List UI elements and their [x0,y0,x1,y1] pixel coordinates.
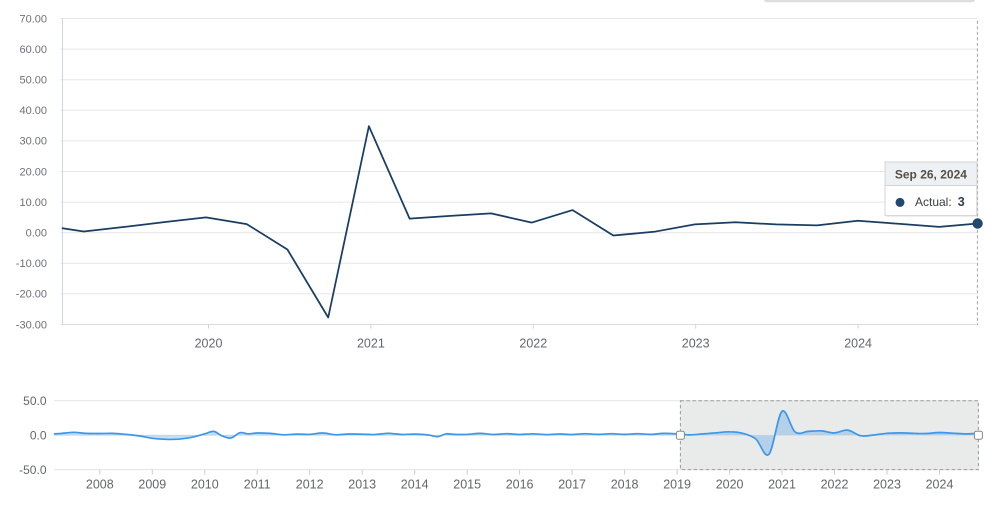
svg-text:2020: 2020 [716,478,744,492]
svg-text:2012: 2012 [296,478,324,492]
svg-text:2010: 2010 [191,478,219,492]
svg-text:2016: 2016 [506,478,534,492]
svg-text:-20.00: -20.00 [16,289,47,301]
svg-text:40.00: 40.00 [19,105,47,117]
svg-text:60.00: 60.00 [19,44,47,56]
svg-text:2019: 2019 [663,478,691,492]
svg-text:2021: 2021 [768,478,796,492]
svg-text:2020: 2020 [195,337,223,351]
svg-text:2018: 2018 [611,478,639,492]
svg-text:50.0: 50.0 [23,394,47,408]
svg-text:3: 3 [958,195,965,209]
svg-text:2009: 2009 [138,478,166,492]
svg-text:Actual:: Actual: [915,195,952,209]
svg-text:2015: 2015 [453,478,481,492]
svg-text:2021: 2021 [357,337,385,351]
svg-text:0.0: 0.0 [30,428,47,442]
svg-text:2023: 2023 [873,478,901,492]
svg-text:-10.00: -10.00 [16,258,47,270]
svg-text:2008: 2008 [86,478,114,492]
svg-text:70.00: 70.00 [19,13,47,25]
svg-text:50.00: 50.00 [19,75,47,87]
svg-text:2024: 2024 [926,478,954,492]
svg-text:30.00: 30.00 [19,136,47,148]
svg-text:2023: 2023 [682,337,710,351]
svg-text:0.00: 0.00 [26,228,47,240]
svg-text:2024: 2024 [844,337,872,351]
svg-text:2017: 2017 [558,478,586,492]
svg-text:2022: 2022 [821,478,849,492]
svg-text:-50.0: -50.0 [19,463,47,477]
svg-text:2011: 2011 [244,478,271,492]
svg-text:2014: 2014 [401,478,429,492]
svg-text:Sep 26, 2024: Sep 26, 2024 [895,168,967,182]
svg-text:2022: 2022 [519,337,547,351]
svg-text:10.00: 10.00 [19,197,47,209]
svg-text:-30.00: -30.00 [16,319,47,331]
svg-text:2013: 2013 [348,478,376,492]
svg-text:20.00: 20.00 [19,166,47,178]
